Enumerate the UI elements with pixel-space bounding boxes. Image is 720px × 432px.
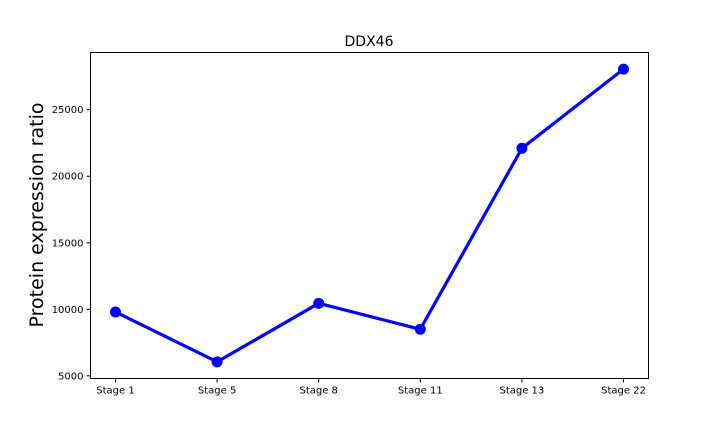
x-tick-label: Stage 8 bbox=[299, 386, 337, 397]
y-tick-label: 20000 bbox=[52, 172, 84, 183]
x-tick-label: Stage 1 bbox=[96, 386, 134, 397]
plot-frame bbox=[90, 52, 649, 379]
y-axis-label: Protein expression ratio bbox=[26, 103, 48, 328]
data-point bbox=[313, 297, 325, 309]
data-point bbox=[211, 356, 223, 368]
x-axis: Stage 1 Stage 5 Stage 8 Stage 11 Stage 13 Sta… bbox=[96, 378, 646, 397]
series-line bbox=[114, 67, 625, 364]
chart-title: DDX46 bbox=[345, 34, 394, 50]
data-point bbox=[110, 306, 121, 318]
data-point bbox=[414, 323, 426, 335]
series-group bbox=[110, 63, 629, 368]
data-point bbox=[516, 142, 528, 154]
x-tick-label: Stage 11 bbox=[398, 386, 443, 397]
x-tick-label: Stage 5 bbox=[198, 386, 236, 397]
y-tick-label: 25000 bbox=[52, 105, 84, 116]
y-tick-label: 15000 bbox=[52, 238, 84, 249]
x-tick-label: Stage 13 bbox=[499, 386, 544, 397]
y-axis: 5000 10000 15000 20000 25000 bbox=[52, 105, 91, 382]
y-tick-label: 5000 bbox=[58, 371, 83, 382]
x-tick-label: Stage 22 bbox=[601, 386, 646, 397]
data-point bbox=[618, 63, 629, 75]
y-tick-label: 10000 bbox=[52, 305, 84, 316]
